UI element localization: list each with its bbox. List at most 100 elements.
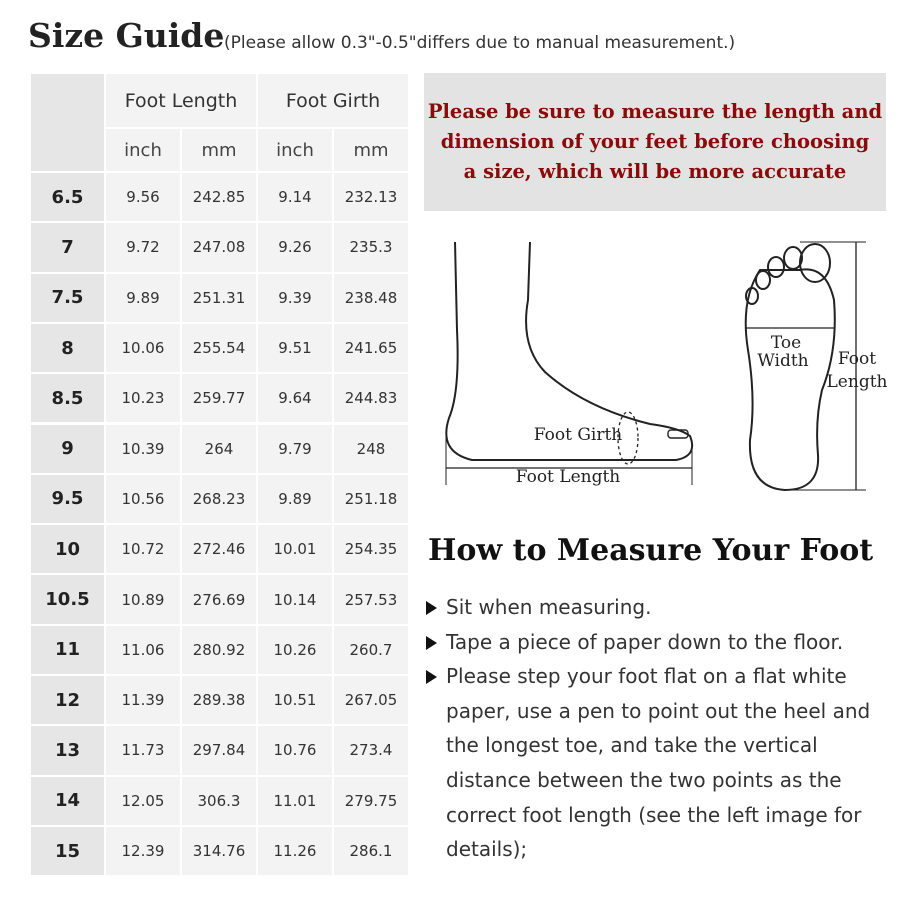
instruction: Tape a piece of paper down to the floor. [424,625,894,660]
length-label: Foot Length [516,467,621,487]
notice-line: a size, which will be more accurate [463,160,847,183]
group-header: Foot Girth [257,73,409,128]
instruction: Please step your foot flat on a flat whi… [424,659,894,867]
value-cell: 272.46 [181,524,257,575]
notice-line: dimension of your feet before choosing [440,130,870,153]
toe [799,243,831,283]
value-cell: 235.3 [333,222,409,273]
size-cell: 6.5 [30,172,105,223]
size-cell: 7.5 [30,272,105,323]
value-cell: 11.73 [105,725,181,776]
notice-line: Please be sure to measure the length and [427,100,883,123]
value-cell: 267.05 [333,675,409,726]
unit-header: mm [181,128,257,172]
note: (Please allow 0.3"-0.5"differs due to ma… [224,33,736,53]
value-cell: 10.51 [257,675,333,726]
value-cell: 279.75 [333,775,409,826]
value-cell: 254.35 [333,524,409,575]
toe [767,256,785,278]
value-cell: 9.79 [257,423,333,474]
value-cell: 12.05 [105,775,181,826]
value-cell: 10.76 [257,725,333,776]
width-label: Toe [771,333,801,353]
value-cell: 10.23 [105,373,181,424]
group-header: Foot Length [105,73,257,128]
size-cell: 15 [30,825,105,877]
value-cell: 268.23 [181,473,257,525]
sole-length-label: Foot [838,349,876,369]
value-cell: 238.48 [333,272,409,323]
size-cell: 13 [30,725,105,776]
value-cell: 10.06 [105,322,181,374]
value-cell: 10.01 [257,524,333,575]
corner-cell [30,73,105,172]
value-cell: 9.26 [257,222,333,273]
title: Size Guide [28,16,225,55]
value-cell: 12.39 [105,825,181,877]
width-label: Width [757,351,808,371]
value-cell: 241.65 [333,322,409,374]
value-cell: 259.77 [181,373,257,424]
instruction: Sit when measuring. [424,590,894,625]
value-cell: 9.72 [105,222,181,273]
value-cell: 286.1 [333,825,409,877]
value-cell: 11.01 [257,775,333,826]
size-cell: 12 [30,675,105,726]
instruction-list: Sit when measuring. Tape a piece of pape… [424,590,894,867]
size-cell: 9.5 [30,473,105,525]
value-cell: 297.84 [181,725,257,776]
sole-length-label: Length [827,372,888,392]
unit-header: inch [105,128,181,172]
value-cell: 9.51 [257,322,333,374]
value-cell: 232.13 [333,172,409,223]
value-cell: 10.39 [105,423,181,474]
size-cell: 11 [30,624,105,675]
size-cell: 8 [30,322,105,374]
girth-label: Foot Girth [534,425,623,445]
value-cell: 251.18 [333,473,409,525]
value-cell: 276.69 [181,574,257,625]
value-cell: 10.26 [257,624,333,675]
value-cell: 9.89 [257,473,333,525]
girth-marker [617,411,639,465]
size-cell: 14 [30,775,105,826]
value-cell: 10.89 [105,574,181,625]
value-cell: 248 [333,423,409,474]
toe [755,270,771,290]
value-cell: 251.31 [181,272,257,323]
size-cell: 7 [30,222,105,273]
value-cell: 242.85 [181,172,257,223]
value-cell: 314.76 [181,825,257,877]
value-cell: 9.64 [257,373,333,424]
value-cell: 264 [181,423,257,474]
value-cell: 289.38 [181,675,257,726]
unit-header: mm [333,128,409,172]
sole [744,268,836,492]
value-cell: 9.89 [105,272,181,323]
side-foot [445,241,694,461]
value-cell: 280.92 [181,624,257,675]
value-cell: 10.14 [257,574,333,625]
value-cell: 9.14 [257,172,333,223]
section-title: How to Measure Your Foot [428,533,874,568]
size-cell: 10 [30,524,105,575]
toe [783,246,803,270]
notice-box: Please be sure to measure the length and… [424,73,886,211]
toe [745,287,759,305]
value-cell: 9.56 [105,172,181,223]
size-cell: 8.5 [30,373,105,424]
value-cell: 306.3 [181,775,257,826]
value-cell: 255.54 [181,322,257,374]
value-cell: 260.7 [333,624,409,675]
size-cell: 9 [30,423,105,474]
value-cell: 11.26 [257,825,333,877]
unit-header: inch [257,128,333,172]
value-cell: 273.4 [333,725,409,776]
toenail [667,429,689,439]
value-cell: 257.53 [333,574,409,625]
value-cell: 11.39 [105,675,181,726]
value-cell: 9.39 [257,272,333,323]
value-cell: 244.83 [333,373,409,424]
